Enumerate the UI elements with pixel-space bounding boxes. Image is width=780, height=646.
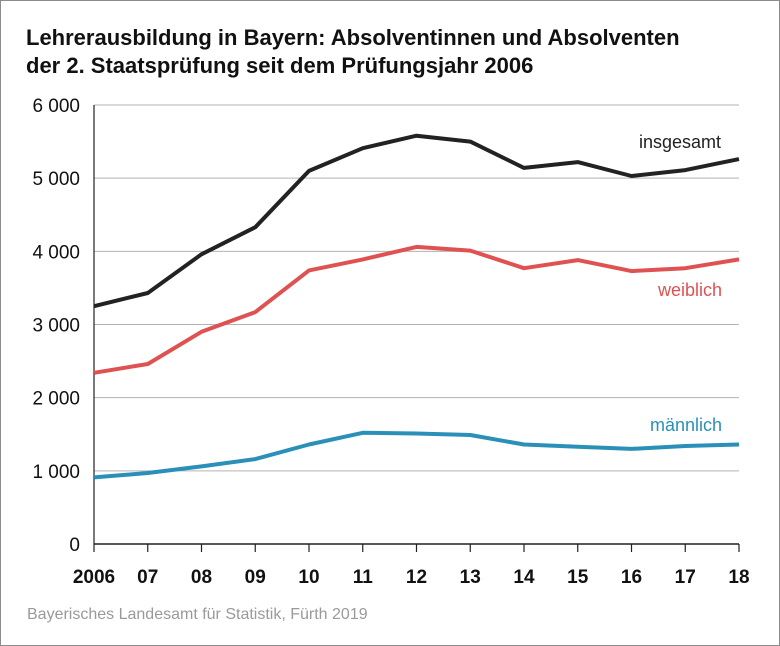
y-tick-label: 1 000 (32, 462, 80, 483)
y-axis-ticks: 0 1 000 2 000 3 000 4 000 5 000 6 000 (32, 96, 80, 556)
y-tick-label: 4 000 (32, 242, 80, 263)
x-tick-label: 08 (191, 567, 212, 588)
chart-title-line-2: der 2. Staatsprüfung seit dem Prüfungsja… (26, 53, 534, 78)
x-axis-ticks: 2006 07 08 09 10 11 12 13 14 15 16 17 18 (73, 544, 750, 588)
x-tick-label: 16 (621, 567, 642, 588)
series-lines (93, 133, 740, 480)
x-tick-label: 09 (245, 567, 266, 588)
y-tick-label: 3 000 (32, 316, 80, 337)
x-tick-label: 14 (513, 567, 535, 588)
x-tick-label: 07 (137, 567, 158, 588)
x-tick-label: 15 (567, 567, 589, 588)
x-tick-label: 10 (298, 567, 319, 588)
series-line-0 (93, 133, 740, 309)
y-tick-label: 2 000 (32, 389, 80, 410)
gridlines (93, 104, 739, 545)
chart-title-line-1: Lehrerausbildung in Bayern: Absolventinn… (26, 25, 680, 50)
x-tick-label: 17 (675, 567, 696, 588)
y-tick-label: 0 (69, 535, 80, 556)
series-label-0: insgesamt (639, 132, 721, 152)
x-tick-label: 2006 (73, 567, 115, 588)
series-line-2 (93, 430, 740, 480)
x-tick-label: 18 (728, 567, 749, 588)
series-labels: insgesamt weiblich männlich (639, 132, 722, 435)
x-tick-label: 11 (353, 567, 374, 588)
x-tick-label: 12 (406, 567, 427, 588)
series-label-2: männlich (650, 415, 722, 435)
x-tick-label: 13 (460, 567, 481, 588)
chart-title: Lehrerausbildung in Bayern: Absolventinn… (26, 24, 680, 80)
series-label-1: weiblich (657, 280, 722, 300)
source-note: Bayerisches Landesamt für Statistik, Für… (27, 606, 368, 623)
y-tick-label: 5 000 (32, 169, 80, 190)
y-tick-label: 6 000 (32, 96, 80, 117)
series-line-1 (93, 244, 740, 375)
